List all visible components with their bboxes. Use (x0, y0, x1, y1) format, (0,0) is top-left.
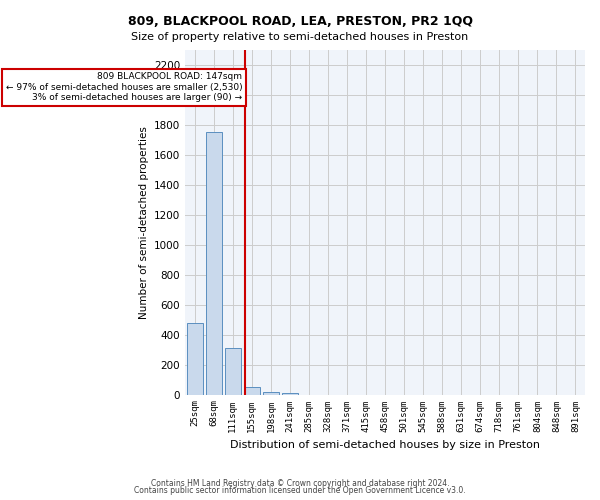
Text: Contains HM Land Registry data © Crown copyright and database right 2024.: Contains HM Land Registry data © Crown c… (151, 478, 449, 488)
Bar (206, 132, 222, 394)
Text: 809 BLACKPOOL ROAD: 147sqm
← 97% of semi-detached houses are smaller (2,530)
3% : 809 BLACKPOOL ROAD: 147sqm ← 97% of semi… (5, 72, 242, 102)
Bar (244, 387, 260, 394)
Text: Contains public sector information licensed under the Open Government Licence v3: Contains public sector information licen… (134, 486, 466, 495)
Bar (282, 393, 298, 394)
Y-axis label: Number of semi-detached properties: Number of semi-detached properties (139, 126, 149, 318)
Bar (187, 322, 203, 394)
Text: 809, BLACKPOOL ROAD, LEA, PRESTON, PR2 1QQ: 809, BLACKPOOL ROAD, LEA, PRESTON, PR2 1… (128, 15, 473, 28)
Text: Size of property relative to semi-detached houses in Preston: Size of property relative to semi-detach… (131, 32, 469, 42)
X-axis label: Distribution of semi-detached houses by size in Preston: Distribution of semi-detached houses by … (230, 440, 540, 450)
Bar (263, 392, 279, 394)
Bar (225, 348, 241, 395)
